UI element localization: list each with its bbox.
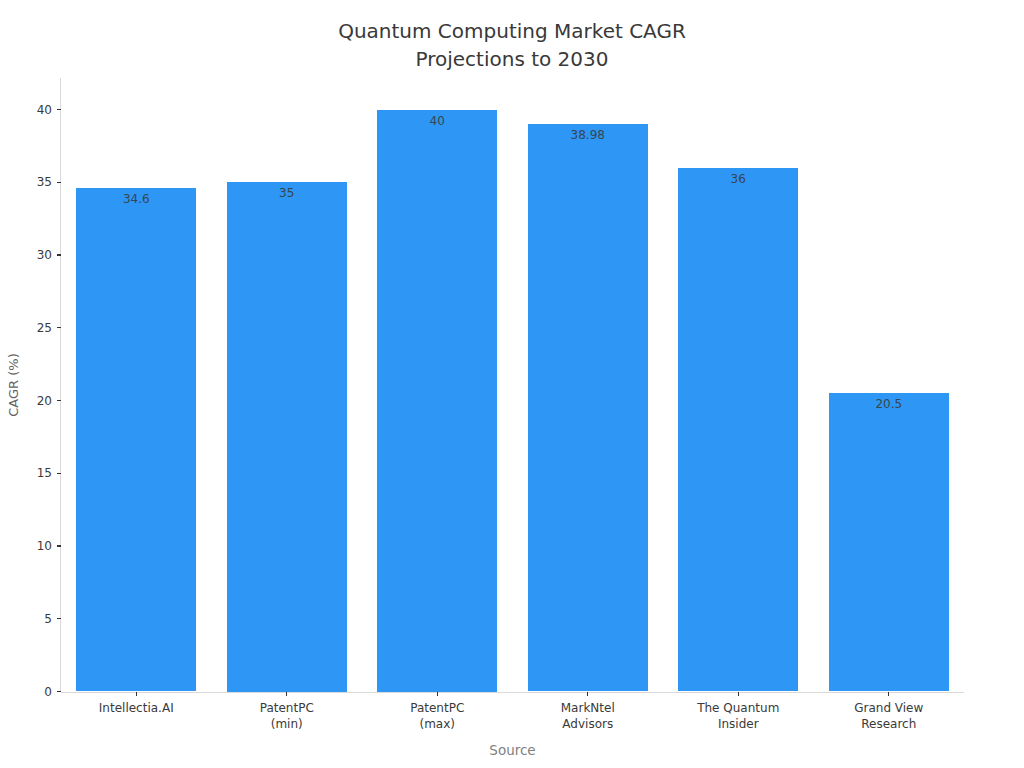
x-tick-mark (437, 692, 438, 696)
y-tick-label: 10 (12, 539, 52, 553)
y-tick-label: 25 (12, 321, 52, 335)
x-tick-mark (888, 692, 889, 696)
x-category-label: Grand View Research (809, 700, 969, 732)
y-tick-mark (57, 327, 61, 328)
bar-2 (377, 110, 497, 692)
bar-value-label: 38.98 (528, 128, 648, 142)
bar-value-label: 36 (678, 172, 798, 186)
y-tick-label: 0 (12, 685, 52, 699)
bar-value-label: 20.5 (829, 397, 949, 411)
y-tick-mark (57, 182, 61, 183)
x-tick-mark (587, 692, 588, 696)
y-tick-mark (57, 254, 61, 255)
y-tick-mark (57, 691, 61, 692)
bar-chart: Quantum Computing Market CAGR Projection… (0, 0, 1024, 768)
y-tick-label: 40 (12, 103, 52, 117)
x-category-label: The Quantum Insider (658, 700, 818, 732)
y-tick-mark (57, 473, 61, 474)
y-tick-label: 35 (12, 175, 52, 189)
bar-5 (829, 393, 949, 691)
bar-0 (76, 188, 196, 691)
bar-1 (227, 182, 347, 691)
y-axis-line (60, 78, 61, 692)
y-tick-mark (57, 400, 61, 401)
bar-value-label: 40 (377, 114, 497, 128)
x-category-label: PatentPC (min) (207, 700, 367, 732)
y-tick-mark (57, 109, 61, 110)
bar-4 (678, 168, 798, 692)
y-tick-label: 5 (12, 612, 52, 626)
chart-title: Quantum Computing Market CAGR Projection… (0, 17, 1024, 73)
x-tick-mark (738, 692, 739, 696)
x-category-label: Intellectia.AI (56, 700, 216, 716)
x-category-label: PatentPC (max) (357, 700, 517, 732)
y-tick-mark (57, 618, 61, 619)
y-axis-label: CAGR (%) (6, 353, 21, 416)
x-tick-mark (136, 692, 137, 696)
y-tick-label: 15 (12, 466, 52, 480)
bar-value-label: 34.6 (76, 192, 196, 206)
x-axis-line (61, 692, 964, 693)
bar-3 (528, 124, 648, 691)
bar-value-label: 35 (227, 186, 347, 200)
y-tick-label: 30 (12, 248, 52, 262)
y-tick-mark (57, 545, 61, 546)
x-axis-label: Source (0, 742, 1024, 758)
x-tick-mark (286, 692, 287, 696)
x-category-label: MarkNtel Advisors (508, 700, 668, 732)
